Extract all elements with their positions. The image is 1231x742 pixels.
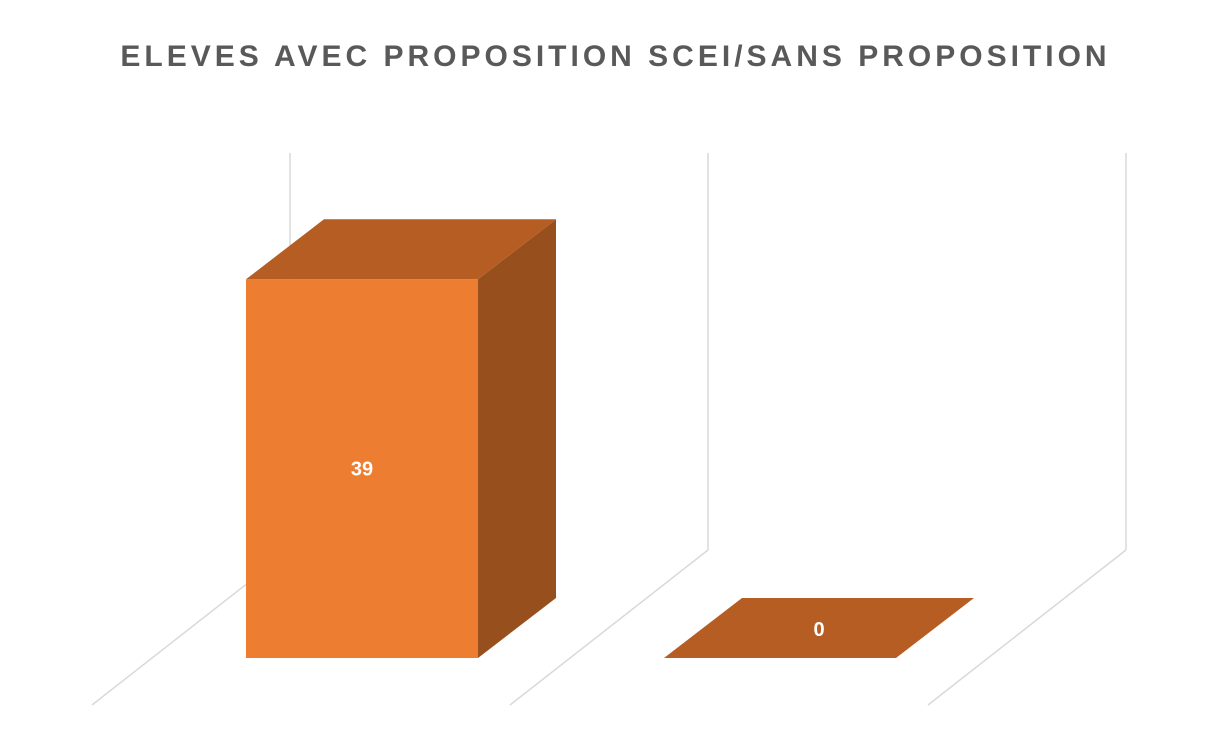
gridline-floor-2 (927, 549, 1127, 706)
bar-front-0 (246, 279, 478, 658)
gridline-floor-1 (509, 549, 709, 706)
bar-top-0 (246, 219, 556, 280)
data-label-1: 0 (813, 619, 824, 641)
data-label-0: 39 (351, 459, 373, 481)
bar-top-1 (664, 598, 974, 658)
chart-title: ELEVES AVEC PROPOSITION SCEI/SANS PROPOS… (120, 40, 1111, 73)
bar-side-0 (478, 219, 556, 658)
